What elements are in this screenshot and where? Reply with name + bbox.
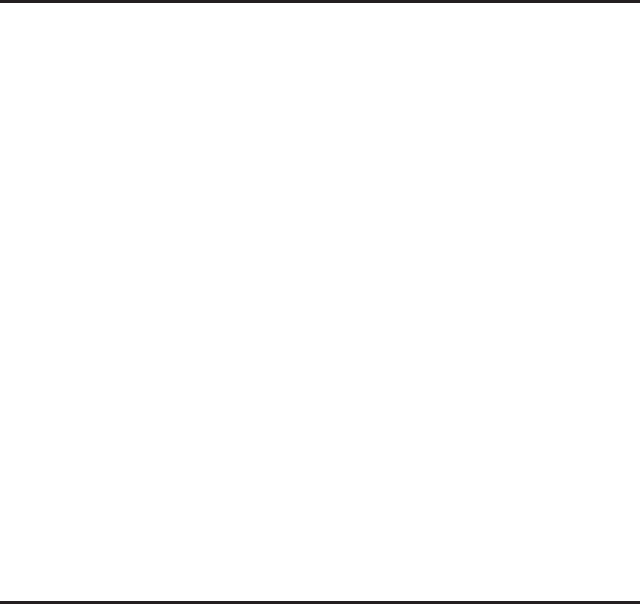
bottom-rule [0,601,640,604]
top-rule [0,0,640,3]
